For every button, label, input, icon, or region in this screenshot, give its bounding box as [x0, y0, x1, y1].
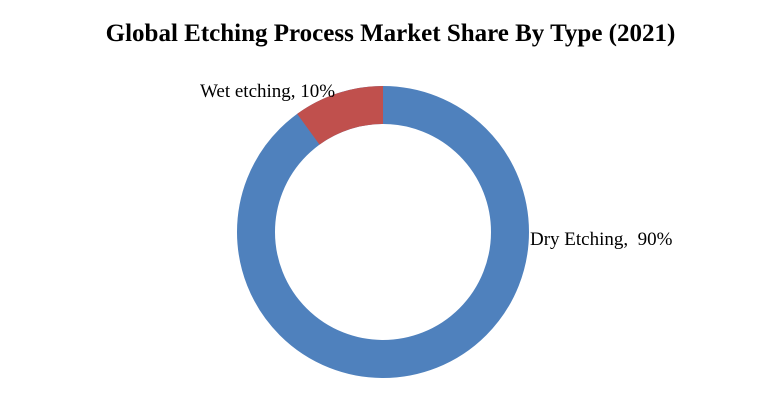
chart-title: Global Etching Process Market Share By T…: [105, 20, 676, 47]
donut-chart: [223, 72, 543, 392]
donut-slice-dry-etching[interactable]: [237, 86, 529, 378]
data-label-dry-etching: Dry Etching, 90%: [530, 229, 673, 250]
data-label-wet-etching: Wet etching, 10%: [200, 81, 336, 102]
donut-slice-wet-etching[interactable]: [223, 72, 543, 392]
